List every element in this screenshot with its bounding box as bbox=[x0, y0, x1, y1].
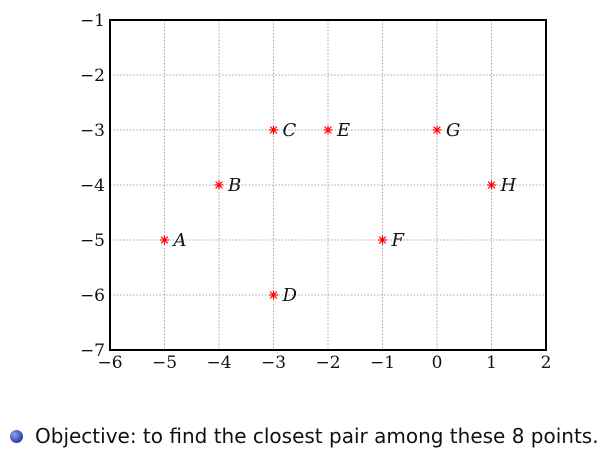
y-tick-label: −1 bbox=[80, 11, 105, 31]
data-point-e: E bbox=[323, 120, 350, 141]
point-label: E bbox=[336, 120, 350, 141]
point-marker bbox=[433, 126, 441, 134]
point-label: C bbox=[283, 120, 297, 141]
objective-row: Objective: to find the closest pair amon… bbox=[10, 424, 599, 448]
point-marker bbox=[215, 181, 223, 189]
y-tick-label: −7 bbox=[80, 341, 105, 361]
objective-text: Objective: to find the closest pair amon… bbox=[35, 424, 599, 448]
point-label: F bbox=[391, 230, 406, 251]
y-tick-label: −4 bbox=[80, 176, 105, 196]
point-marker bbox=[160, 236, 169, 244]
plot-frame bbox=[109, 19, 547, 351]
y-tick-label: −2 bbox=[80, 66, 105, 86]
x-tick-label: −4 bbox=[206, 353, 231, 373]
data-point-h: H bbox=[487, 175, 517, 196]
data-point-d: D bbox=[269, 285, 298, 306]
point-marker bbox=[378, 236, 387, 244]
data-point-f: F bbox=[378, 230, 406, 251]
x-tick-label: −3 bbox=[261, 353, 286, 373]
data-point-b: B bbox=[214, 175, 241, 196]
point-marker bbox=[269, 291, 278, 299]
x-tick-label: −2 bbox=[315, 353, 340, 373]
data-point-c: C bbox=[269, 120, 297, 141]
bullet-icon bbox=[10, 429, 23, 443]
y-tick-label: −5 bbox=[80, 231, 105, 251]
tick-labels: −6 −5 −4 −3 −2 −1 0 1 2−1−2−3−4−5−6−7 bbox=[80, 11, 551, 373]
point-marker bbox=[487, 181, 496, 189]
grid bbox=[109, 19, 547, 351]
point-label: H bbox=[500, 175, 517, 196]
data-point-g: G bbox=[432, 120, 460, 141]
x-tick-label: 1 bbox=[486, 353, 497, 373]
x-tick-label: −5 bbox=[152, 353, 177, 373]
point-label: G bbox=[446, 120, 460, 141]
x-tick-label: 2 bbox=[541, 353, 552, 373]
point-label: D bbox=[282, 285, 298, 306]
data-points: A B C D E F G H bbox=[160, 120, 517, 306]
point-label: B bbox=[227, 175, 241, 196]
data-point-a: A bbox=[160, 230, 187, 251]
point-label: A bbox=[172, 230, 187, 251]
x-tick-label: −6 bbox=[97, 353, 122, 373]
x-tick-label: 0 bbox=[432, 353, 443, 373]
point-marker bbox=[269, 126, 278, 134]
y-tick-label: −6 bbox=[80, 286, 105, 306]
point-marker bbox=[324, 126, 332, 134]
y-tick-label: −3 bbox=[80, 121, 105, 141]
x-tick-label: −1 bbox=[370, 353, 395, 373]
